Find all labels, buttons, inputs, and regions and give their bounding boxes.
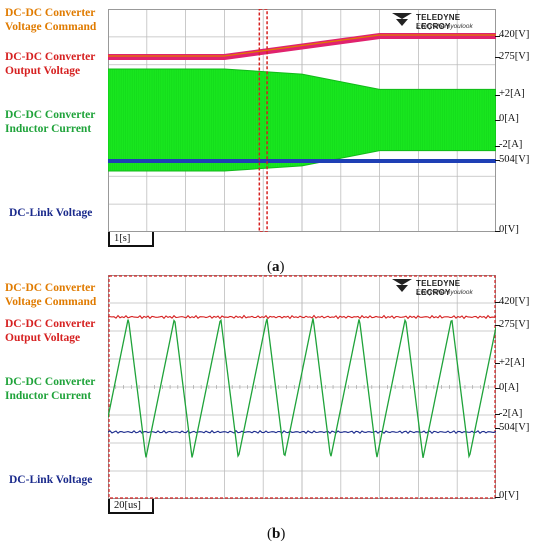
timebase-marker-a: 1[s] xyxy=(108,232,154,247)
label-inductor-current-a: DC-DC Converter Inductor Current xyxy=(5,109,96,135)
tick-mark xyxy=(495,497,500,498)
label-voltage-command-b: DC-DC Converter Voltage Command xyxy=(5,282,97,308)
tick-label-a-minus2a: -2[A] xyxy=(499,139,523,150)
timebase-marker-b: 20[us] xyxy=(108,499,154,514)
label-dclink-voltage-b: DC-Link Voltage xyxy=(9,474,93,486)
label-inductor-current-b: DC-DC Converter Inductor Current xyxy=(5,376,96,402)
inductor-current-trace xyxy=(108,318,496,459)
zoom-detail-frame xyxy=(108,275,496,499)
tick-mark xyxy=(495,363,500,364)
caption-a: (a) xyxy=(267,259,285,275)
tick-mark xyxy=(495,414,500,415)
brand-tagline: Everywhereyoulook xyxy=(416,23,473,30)
brand-tagline: Everywhereyoulook xyxy=(416,289,473,296)
output-voltage-trace xyxy=(108,314,496,320)
scope-plot-b xyxy=(108,275,496,499)
tick-mark xyxy=(495,120,500,121)
tick-mark xyxy=(495,57,500,58)
tick-label-a-420v: 420[V] xyxy=(499,29,530,40)
scope-plot-a xyxy=(108,9,496,232)
brand-name: TELEDYNE LECROY xyxy=(416,279,461,297)
tick-mark xyxy=(495,428,500,429)
oscilloscope-panel-a: TELEDYNE LECROY Everywhereyoulook xyxy=(108,9,496,232)
label-dclink-voltage-a: DC-Link Voltage xyxy=(9,207,93,219)
tick-label-a-0v: 0[V] xyxy=(499,224,519,235)
tick-label-b-504v: 504[V] xyxy=(499,422,530,433)
tick-label-a-0a: 0[A] xyxy=(499,113,519,124)
dclink-voltage-trace xyxy=(108,159,496,163)
caption-b: (b) xyxy=(267,526,286,542)
tick-label-a-plus2a: +2[A] xyxy=(499,88,525,99)
tick-mark xyxy=(495,36,500,37)
tick-label-b-275v: 275[V] xyxy=(499,319,530,330)
tick-mark xyxy=(495,160,500,161)
zoom-window-marker xyxy=(258,9,268,232)
tick-label-b-minus2a: -2[A] xyxy=(499,408,523,419)
label-output-voltage-a: DC-DC Converter Output Voltage xyxy=(5,51,96,77)
voltage-command-trace xyxy=(108,34,496,57)
tick-label-b-420v: 420[V] xyxy=(499,296,530,307)
lecroy-logo-icon xyxy=(392,279,412,292)
brand-logo-a: TELEDYNE LECROY Everywhereyoulook xyxy=(392,13,490,33)
tick-mark xyxy=(495,388,500,389)
oscilloscope-panel-b: TELEDYNE LECROY Everywhereyoulook xyxy=(108,275,496,499)
tick-label-a-504v: 504[V] xyxy=(499,154,530,165)
tick-mark xyxy=(495,325,500,326)
brand-logo-b: TELEDYNE LECROY Everywhereyoulook xyxy=(392,279,490,299)
lecroy-logo-icon xyxy=(392,13,412,26)
brand-name: TELEDYNE LECROY xyxy=(416,13,461,31)
tick-label-b-0v: 0[V] xyxy=(499,490,519,501)
tick-mark xyxy=(495,302,500,303)
label-voltage-command-a: DC-DC Converter Voltage Command xyxy=(5,7,97,33)
dclink-voltage-trace xyxy=(108,429,496,435)
tick-label-b-plus2a: +2[A] xyxy=(499,357,525,368)
label-output-voltage-b: DC-DC Converter Output Voltage xyxy=(5,318,96,344)
tick-mark xyxy=(495,146,500,147)
tick-mark xyxy=(495,95,500,96)
tick-label-b-0a: 0[A] xyxy=(499,382,519,393)
output-voltage-trace xyxy=(108,33,496,60)
tick-mark xyxy=(495,231,500,232)
tick-label-a-275v: 275[V] xyxy=(499,51,530,62)
